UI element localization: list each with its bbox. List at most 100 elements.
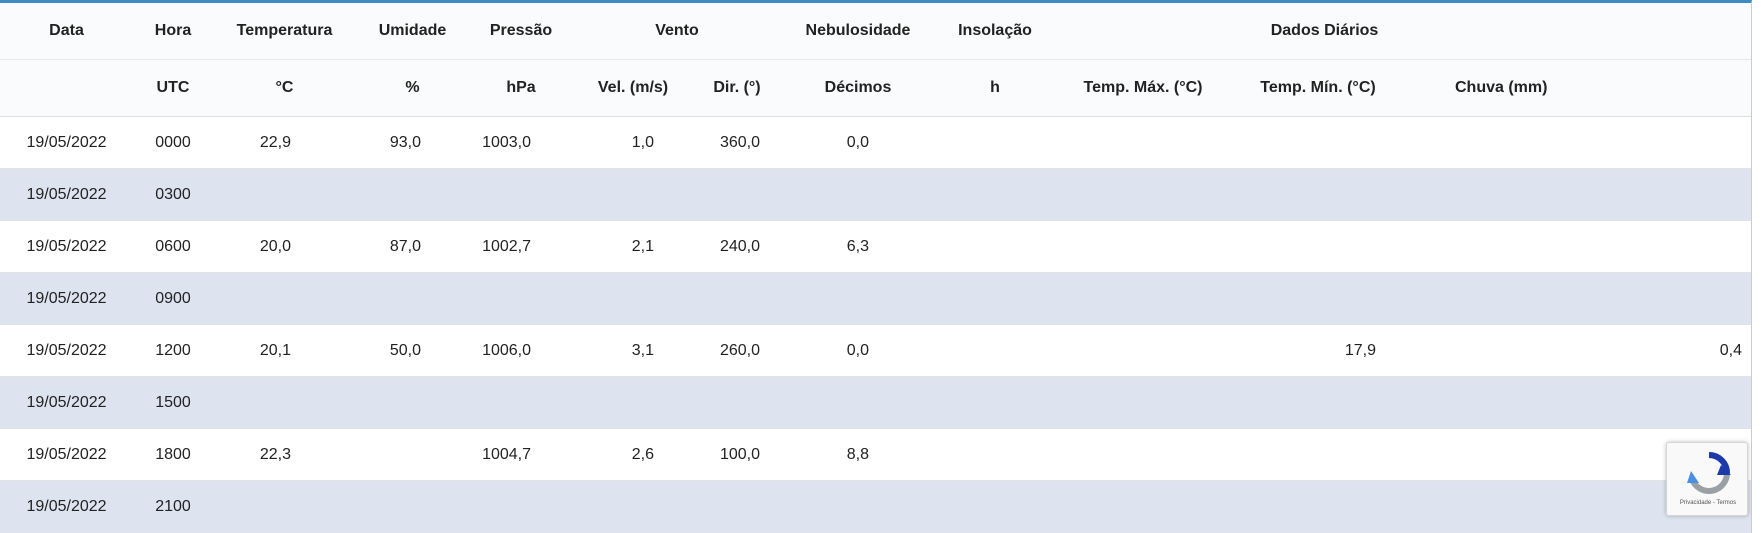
cell-vento-dir <box>693 168 781 221</box>
col-subheader-insolacao: h <box>935 59 1055 117</box>
cell-chuva <box>1405 272 1751 325</box>
cell-vento-vel: 3,1 <box>573 324 693 377</box>
cell-pressao: 1002,7 <box>469 220 573 273</box>
cell-vento-vel <box>573 480 693 533</box>
recaptcha-legal-text: Privacidade - Termos <box>1679 500 1737 506</box>
cell-hora: 1500 <box>133 376 213 429</box>
cell-vento-dir: 260,0 <box>693 324 781 377</box>
cell-vento-vel <box>573 376 693 429</box>
col-subheader-nebulosidade: Décimos <box>781 59 935 117</box>
col-subheader-umidade: % <box>356 59 469 117</box>
table-row: 19/05/2022 1500 <box>0 376 1751 429</box>
cell-temp-min <box>1231 480 1405 533</box>
cell-temp-max <box>1055 376 1231 429</box>
cell-data: 19/05/2022 <box>0 428 133 481</box>
cell-temperatura <box>213 480 356 533</box>
cell-insolacao <box>935 428 1055 481</box>
cell-temperatura: 22,9 <box>213 116 356 169</box>
cell-temperatura: 20,0 <box>213 220 356 273</box>
cell-temp-min <box>1231 272 1405 325</box>
cell-data: 19/05/2022 <box>0 376 133 429</box>
cell-insolacao <box>935 480 1055 533</box>
col-header-nebulosidade: Nebulosidade <box>781 3 935 60</box>
cell-temp-max <box>1055 428 1231 481</box>
cell-umidade <box>356 428 469 481</box>
cell-umidade: 50,0 <box>356 324 469 377</box>
cell-vento-vel: 2,6 <box>573 428 693 481</box>
cell-temp-max <box>1055 168 1231 221</box>
cell-pressao <box>469 376 573 429</box>
col-subheader-hora: UTC <box>133 59 213 117</box>
cell-vento-vel <box>573 272 693 325</box>
recaptcha-icon <box>1687 452 1731 494</box>
cell-pressao: 1003,0 <box>469 116 573 169</box>
cell-temp-min <box>1231 220 1405 273</box>
cell-hora: 0300 <box>133 168 213 221</box>
cell-umidade <box>356 480 469 533</box>
cell-insolacao <box>935 272 1055 325</box>
cell-vento-dir <box>693 376 781 429</box>
col-subheader-temp-min: Temp. Mín. (°C) <box>1231 59 1405 117</box>
table-row: 19/05/2022 1200 20,1 50,0 1006,0 3,1 260,0 0,0 1… <box>0 324 1751 377</box>
table-row: 19/05/2022 2100 <box>0 480 1751 533</box>
cell-data: 19/05/2022 <box>0 272 133 325</box>
cell-temp-max <box>1055 116 1231 169</box>
cell-data: 19/05/2022 <box>0 480 133 533</box>
col-header-pressao: Pressão <box>469 3 573 60</box>
col-subheader-temperatura: °C <box>213 59 356 117</box>
cell-hora: 1200 <box>133 324 213 377</box>
table-row: 19/05/2022 0300 <box>0 168 1751 221</box>
cell-vento-dir: 360,0 <box>693 116 781 169</box>
cell-temperatura: 20,1 <box>213 324 356 377</box>
col-subheader-vento-vel: Vel. (m/s) <box>573 59 693 117</box>
cell-umidade <box>356 376 469 429</box>
cell-hora: 1800 <box>133 428 213 481</box>
cell-nebulosidade: 0,0 <box>781 116 935 169</box>
cell-pressao <box>469 168 573 221</box>
col-subheader-data <box>0 59 133 117</box>
cell-temp-min <box>1231 376 1405 429</box>
cell-temp-max <box>1055 480 1231 533</box>
cell-umidade <box>356 272 469 325</box>
cell-temp-min: 17,9 <box>1231 324 1405 377</box>
recaptcha-badge[interactable]: Privacidade - Termos <box>1666 442 1748 516</box>
header-row-2: UTC °C % hPa Vel. (m/s) Dir. (°) Décimos… <box>0 59 1751 117</box>
col-header-dados-diarios: Dados Diários <box>1055 3 1751 60</box>
cell-temp-max <box>1055 272 1231 325</box>
cell-nebulosidade <box>781 272 935 325</box>
cell-hora: 2100 <box>133 480 213 533</box>
cell-temperatura <box>213 168 356 221</box>
cell-data: 19/05/2022 <box>0 116 133 169</box>
cell-temperatura <box>213 376 356 429</box>
cell-umidade: 93,0 <box>356 116 469 169</box>
table-row: 19/05/2022 0000 22,9 93,0 1003,0 1,0 360,0 0,0 <box>0 116 1751 169</box>
table-row: 19/05/2022 0900 <box>0 272 1751 325</box>
cell-vento-vel: 2,1 <box>573 220 693 273</box>
cell-temp-min <box>1231 116 1405 169</box>
cell-pressao <box>469 272 573 325</box>
cell-vento-vel <box>573 168 693 221</box>
cell-nebulosidade: 0,0 <box>781 324 935 377</box>
col-header-hora: Hora <box>133 3 213 60</box>
cell-chuva <box>1405 220 1751 273</box>
cell-chuva: 0,4 <box>1405 324 1751 377</box>
cell-insolacao <box>935 324 1055 377</box>
cell-nebulosidade <box>781 376 935 429</box>
col-header-temperatura: Temperatura <box>213 3 356 60</box>
cell-pressao <box>469 480 573 533</box>
table-body: 19/05/2022 0000 22,9 93,0 1003,0 1,0 360,0 0,0 1… <box>0 116 1751 533</box>
col-subheader-temp-max: Temp. Máx. (°C) <box>1055 59 1231 117</box>
cell-chuva <box>1405 376 1751 429</box>
cell-vento-vel: 1,0 <box>573 116 693 169</box>
cell-nebulosidade: 8,8 <box>781 428 935 481</box>
table-row: 19/05/2022 1800 22,3 1004,7 2,6 100,0 8,8 <box>0 428 1751 481</box>
cell-vento-dir: 100,0 <box>693 428 781 481</box>
table-row: 19/05/2022 0600 20,0 87,0 1002,7 2,1 240,0 6,3 <box>0 220 1751 273</box>
cell-hora: 0600 <box>133 220 213 273</box>
cell-vento-dir <box>693 272 781 325</box>
cell-vento-dir: 240,0 <box>693 220 781 273</box>
cell-insolacao <box>935 116 1055 169</box>
col-header-data: Data <box>0 3 133 60</box>
cell-insolacao <box>935 220 1055 273</box>
cell-temp-max <box>1055 324 1231 377</box>
